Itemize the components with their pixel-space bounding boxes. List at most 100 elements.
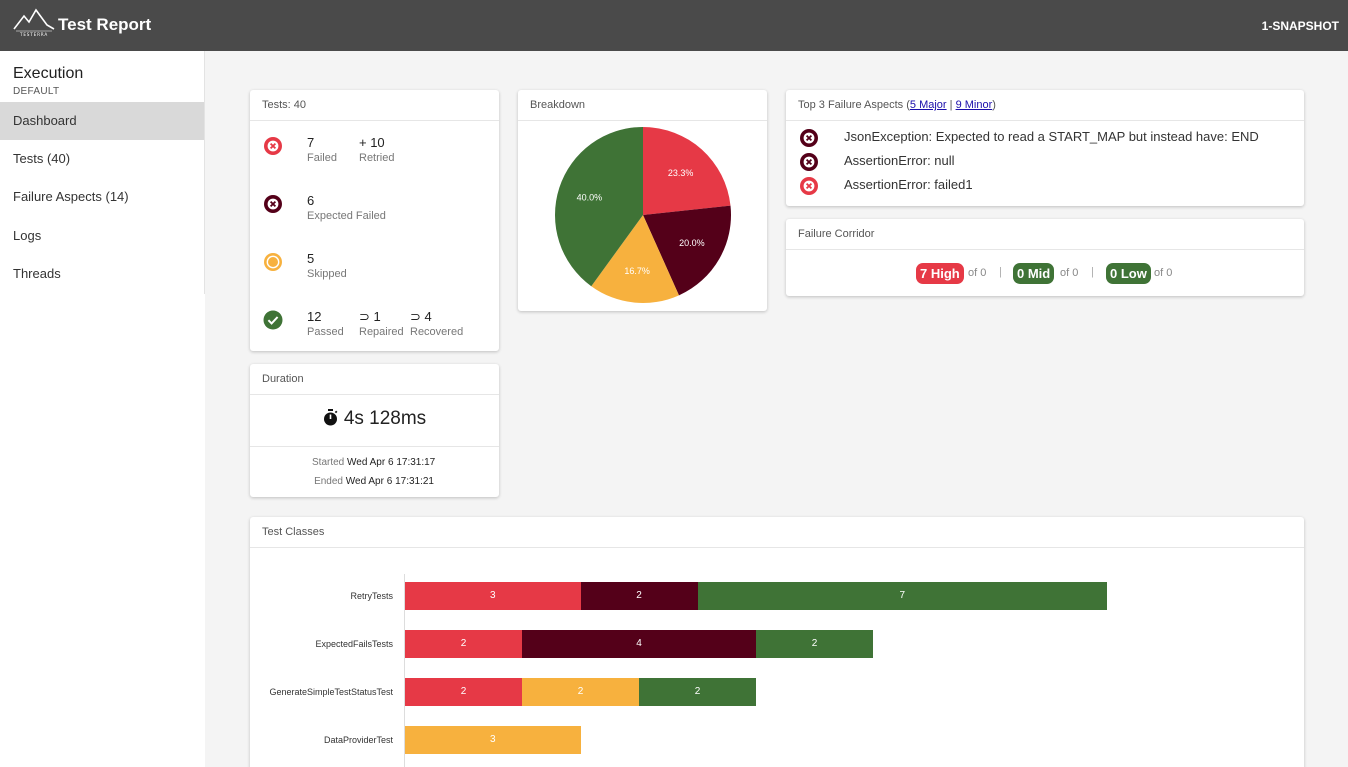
corridor-low-of: of 0 [1154, 267, 1173, 279]
corridor-mid-badge: 0 Mid [1013, 263, 1055, 284]
bar-segment-failed[interactable]: 2 [405, 630, 522, 658]
skipped-count: 5 [307, 251, 315, 266]
bar-segment-passed[interactable]: 2 [639, 678, 756, 706]
class-label: GenerateSimpleTestStatusTest [269, 687, 393, 697]
expected-failed-icon [800, 129, 818, 147]
duration-card-title: Duration [250, 364, 499, 395]
pie-slice-label: 20.0% [679, 238, 705, 248]
sidebar-item-tests[interactable]: Tests (40) [13, 151, 71, 166]
aspects-divider: | [946, 99, 956, 111]
corridor-high-badge: 7 High [916, 263, 964, 284]
failure-aspects-suffix: ) [992, 99, 996, 111]
bar-segment-failed[interactable]: 2 [405, 678, 522, 706]
bar-segment-skipped[interactable]: 2 [522, 678, 639, 706]
skipped-stat-row[interactable]: 5 Skipped [250, 248, 499, 288]
class-label: DataProviderTest [323, 735, 393, 745]
bar-segment-expected-failed[interactable]: 2 [580, 582, 698, 610]
tests-card-title: Tests: 40 [250, 90, 499, 121]
passed-count: 12 [307, 309, 322, 324]
failed-label: Failed [307, 152, 337, 164]
recovered-count: ⊃ 4 [410, 309, 432, 324]
retried-label: Retried [359, 152, 395, 164]
breakdown-card-title: Breakdown [518, 90, 767, 121]
failure-aspect-item[interactable]: AssertionError: null [799, 152, 1299, 172]
corridor-separator: | [1091, 266, 1094, 278]
expected-failed-icon [264, 195, 282, 213]
failure-aspect-text: JsonException: Expected to read a START_… [844, 129, 1259, 144]
started-label: Started [312, 457, 345, 468]
version-label: 1-SNAPSHOT [1261, 19, 1339, 33]
pie-slice-label: 23.3% [668, 168, 694, 178]
sidebar-item-dashboard[interactable]: Dashboard [0, 102, 204, 140]
execution-subtitle: DEFAULT [13, 86, 60, 97]
pie-slice-passed[interactable] [555, 127, 643, 287]
breakdown-pie-chart[interactable]: 23.3% 20.0% 16.7% 40.0% [518, 121, 767, 311]
failure-aspect-item[interactable]: JsonException: Expected to read a START_… [799, 128, 1299, 148]
retried-count: + 10 [359, 135, 385, 150]
tests-card: Tests: 40 7 Failed + 10 Retried 6 Expect… [250, 90, 499, 351]
failure-aspects-card: Top 3 Failure Aspects (5 Major | 9 Minor… [786, 90, 1304, 206]
pie-slice-label: 40.0% [577, 193, 603, 203]
failure-aspects-prefix: Top 3 Failure Aspects ( [798, 99, 910, 111]
corridor-low-badge: 0 Low [1106, 263, 1151, 284]
repaired-label: Repaired [359, 326, 404, 338]
sidebar-item-failure-aspects[interactable]: Failure Aspects (14) [13, 189, 129, 204]
skipped-icon [264, 253, 282, 271]
failure-aspect-text: AssertionError: null [844, 153, 955, 168]
pie-slice-expected-failed[interactable] [643, 205, 731, 296]
duration-divider [250, 446, 499, 447]
stopwatch-icon [323, 409, 338, 426]
duration-value: 4s 128ms [250, 408, 499, 430]
class-label: RetryTests [350, 591, 393, 601]
failure-aspects-title: Top 3 Failure Aspects (5 Major | 9 Minor… [786, 90, 1304, 121]
pie-slice-failed[interactable] [643, 127, 731, 215]
sidebar-item-threads[interactable]: Threads [13, 266, 61, 281]
repaired-count: ⊃ 1 [359, 309, 381, 324]
ended-label: Ended [314, 476, 343, 487]
corridor-high-of: of 0 [968, 267, 987, 279]
corridor-separator: | [999, 266, 1002, 278]
sidebar-item-logs[interactable]: Logs [13, 228, 42, 243]
passed-check-icon [263, 310, 283, 330]
failure-aspect-item[interactable]: AssertionError: failed1 [799, 176, 1299, 196]
y-axis-line [404, 574, 405, 767]
testerra-logo-icon[interactable]: TESTERRA [13, 7, 55, 37]
minor-link[interactable]: 9 Minor [955, 99, 993, 111]
bar-segment-expected-failed[interactable]: 4 [522, 630, 756, 658]
duration-card: Duration 4s 128ms Started Wed Apr 6 17:3… [250, 364, 499, 497]
app-title: Test Report [58, 15, 152, 34]
breakdown-card: Breakdown 23.3% 20.0% 16.7% 40.0% [518, 90, 767, 311]
failed-stat-row[interactable]: 7 Failed + 10 Retried [250, 132, 499, 172]
passed-label: Passed [307, 326, 344, 338]
passed-stat-row[interactable]: 12 Passed ⊃ 1 Repaired ⊃ 4 Recovered [250, 306, 499, 346]
started-line: Started Wed Apr 6 17:31:17 [312, 457, 435, 468]
svg-text:TESTERRA: TESTERRA [19, 32, 48, 37]
sidebar: Execution DEFAULT Dashboard Tests (40) F… [0, 51, 205, 294]
class-label: ExpectedFailsTests [315, 639, 393, 649]
expected-failed-label: Expected Failed [307, 210, 386, 222]
major-link[interactable]: 5 Major [909, 99, 947, 111]
failure-aspect-text: AssertionError: failed1 [844, 177, 973, 192]
failure-corridor-card: Failure Corridor 7 High of 0 | 0 Mid of … [786, 219, 1304, 296]
test-classes-title: Test Classes [250, 517, 1304, 548]
bar-segment-failed[interactable]: 3 [405, 582, 581, 610]
test-classes-card: Test Classes RetryTests 3 2 7 ExpectedFailsT… [250, 517, 1304, 767]
sidebar-background [0, 294, 205, 767]
test-classes-bar-chart: RetryTests 3 2 7 ExpectedFailsTests 2 4 2 Genera… [250, 548, 1304, 767]
expected-failed-stat-row[interactable]: 6 Expected Failed [250, 190, 499, 230]
failed-icon [800, 177, 818, 195]
failure-corridor-title: Failure Corridor [786, 219, 1304, 250]
bar-segment-passed[interactable]: 2 [756, 630, 873, 658]
top-app-bar: TESTERRA Test Report 1-SNAPSHOT [0, 0, 1348, 51]
pie-slice-skipped[interactable] [591, 215, 679, 303]
duration-text: 4s 128ms [343, 408, 427, 429]
execution-title: Execution [13, 65, 84, 82]
corridor-mid-of: of 0 [1060, 267, 1079, 279]
ended-line: Ended Wed Apr 6 17:31:21 [312, 476, 434, 487]
failed-count: 7 [307, 135, 315, 150]
ended-value: Wed Apr 6 17:31:21 [345, 476, 434, 487]
expected-failed-icon [800, 153, 818, 171]
bar-segment-passed[interactable]: 7 [697, 582, 1107, 610]
bar-segment-skipped[interactable]: 3 [405, 726, 581, 754]
failed-icon [264, 137, 282, 155]
